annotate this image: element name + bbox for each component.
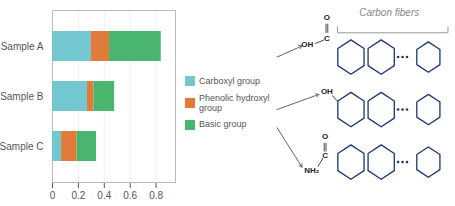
svg-text:Sample C: Sample C (0, 141, 44, 152)
svg-text:0.4: 0.4 (97, 190, 111, 201)
svg-text:C: C (322, 151, 328, 160)
svg-text:Sample B: Sample B (0, 91, 44, 102)
svg-text:NH₂: NH₂ (304, 166, 320, 175)
svg-text:0.6: 0.6 (123, 190, 137, 201)
svg-text:O: O (324, 13, 330, 22)
html-text:Carboxyl group: Carboxyl group (199, 76, 260, 87)
svg-text:0: 0 (50, 190, 56, 201)
svg-text:Sample A: Sample A (1, 41, 44, 52)
svg-text:OH: OH (301, 40, 313, 49)
svg-text:OH: OH (321, 87, 333, 96)
svg-text:0.2: 0.2 (71, 190, 85, 201)
html-text:Phenolic hydroxyl group: Phenolic hydroxyl group (199, 92, 270, 113)
svg-text:Carbon fibers: Carbon fibers (359, 7, 419, 18)
svg-text:O: O (322, 132, 328, 141)
html-text:Basic group: Basic group (199, 119, 247, 130)
svg-text:C: C (324, 34, 330, 43)
svg-text:0.8: 0.8 (149, 190, 163, 201)
